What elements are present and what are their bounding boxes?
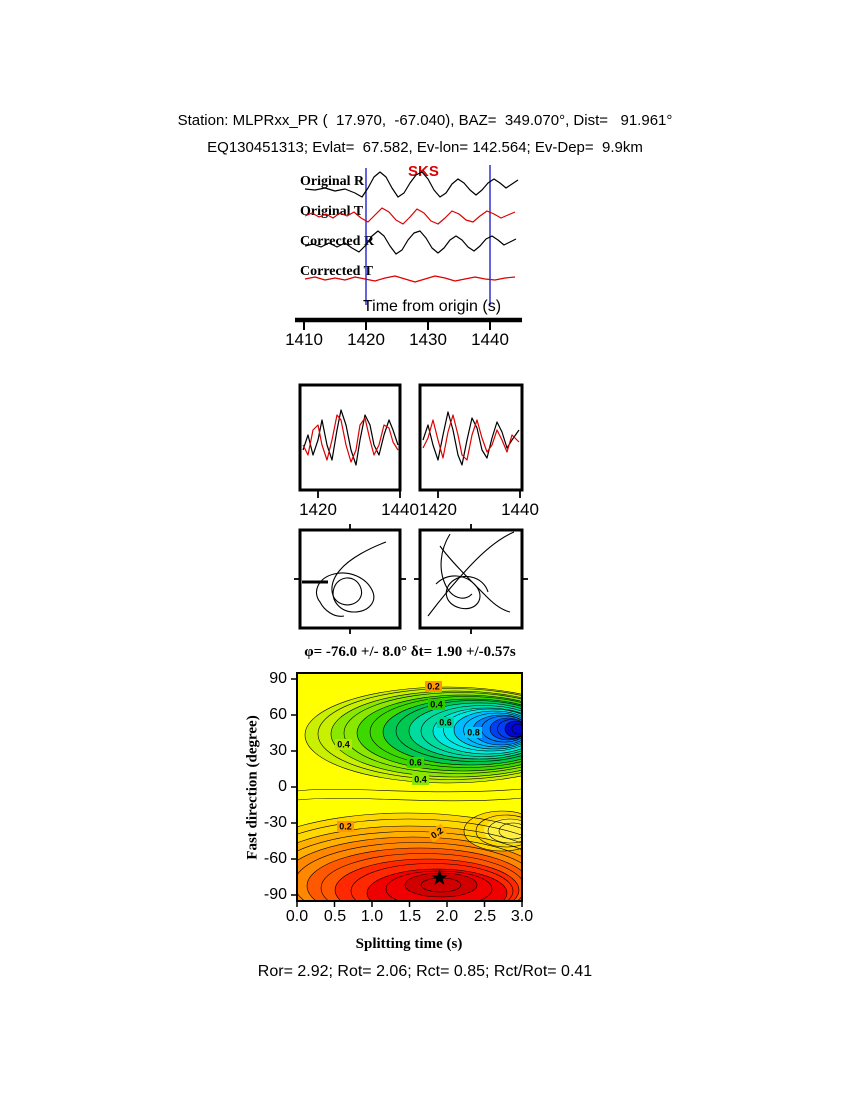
hodogram-right-diagonal-1 <box>427 531 515 617</box>
window-box-left <box>298 383 402 492</box>
hodogram-right-diagonal-2 <box>439 545 511 613</box>
x-tick-label: 1430 <box>409 330 447 349</box>
contour-label: 0.8 <box>467 728 480 738</box>
hodogram-edge-ticks <box>294 524 528 634</box>
contour-annotations: 0.2 0.4 0.6 0.8 0.4 0.6 0.4 0.2 0.2 <box>335 681 482 843</box>
contour-label: 0.6 <box>409 758 422 768</box>
hodogram-box-left <box>298 528 402 630</box>
trace-original-t <box>304 207 516 225</box>
window-tick-label: 1440 <box>501 500 539 519</box>
event-header: EQ130451313; Evlat= 67.582, Ev-lon= 142.… <box>207 139 643 156</box>
trace-label-original-r: Original R <box>300 174 365 189</box>
trace-corrected-t <box>304 275 516 283</box>
contour-label: 0.6 <box>439 718 452 728</box>
waveform-plot <box>295 165 522 330</box>
window-trace-black-left <box>302 409 399 466</box>
x-tick-label: 1420 <box>347 330 385 349</box>
y-tick-label: 90 <box>269 670 287 687</box>
x-tick-label: 1440 <box>471 330 509 349</box>
x-tick-label: 2.5 <box>473 908 497 925</box>
trace-label-corrected-t: Corrected T <box>300 264 373 279</box>
y-tick-label: -90 <box>263 886 287 903</box>
hodogram-right-loop <box>435 575 489 610</box>
window-tick-label: 1440 <box>381 500 419 519</box>
trace-original-r <box>304 171 519 198</box>
station-header: Station: MLPRxx_PR ( 17.970, -67.040), B… <box>177 112 673 129</box>
window-trace-black-right <box>422 411 520 466</box>
window-tick-label: 1420 <box>299 500 337 519</box>
trace-corrected-r <box>304 230 517 255</box>
window-waveform-panels <box>298 383 524 498</box>
time-axis-label: Time from origin (s) <box>362 298 502 315</box>
particle-motion-panels <box>294 524 528 634</box>
y-tick-label: 60 <box>269 706 287 723</box>
contour-lines <box>297 686 522 901</box>
hodogram-left-curve <box>316 541 387 617</box>
x-tick-label: 0.0 <box>285 908 309 925</box>
contour-fills <box>297 673 522 901</box>
window-tick-label: 1420 <box>419 500 457 519</box>
fast-direction-axis-label: Fast direction (degree) <box>244 715 261 860</box>
x-tick-label: 1410 <box>285 330 323 349</box>
window-trace-red-right <box>422 414 520 461</box>
contour-label: 0.4 <box>337 740 350 750</box>
best-fit-star-marker <box>431 869 448 885</box>
hodogram-right-curve <box>440 533 473 599</box>
contour-label: 0.4 <box>414 775 427 785</box>
x-tick-label: 1.5 <box>398 908 422 925</box>
contour-label: 0.2 <box>339 822 352 832</box>
hodogram-box-right <box>418 528 524 630</box>
contour-label: 0.2 <box>427 682 440 692</box>
x-tick-label: 2.0 <box>435 908 459 925</box>
y-tick-label: 30 <box>269 742 287 759</box>
window-box-right <box>418 383 524 492</box>
window-trace-red-left <box>302 414 399 463</box>
contour-axis-ticks <box>291 678 523 907</box>
x-tick-label: 3.0 <box>510 908 534 925</box>
contour-label: 0.4 <box>430 700 443 710</box>
y-tick-label: -60 <box>263 850 287 867</box>
splitting-time-axis-label: Splitting time (s) <box>355 936 463 952</box>
splitting-result-title: φ= -76.0 +/- 8.0° δt= 1.90 +/-0.57s <box>304 644 516 660</box>
y-tick-label: -30 <box>263 814 287 831</box>
result-statistics: Ror= 2.92; Rot= 2.06; Rct= 0.85; Rct/Rot… <box>257 963 593 980</box>
trace-label-original-t: Original T <box>300 204 364 219</box>
error-surface-contour-plot: 0.2 0.4 0.6 0.8 0.4 0.6 0.4 0.2 0.2 <box>291 672 523 907</box>
y-tick-label: 0 <box>278 778 287 795</box>
x-tick-label: 1.0 <box>360 908 384 925</box>
x-tick-label: 0.5 <box>323 908 347 925</box>
